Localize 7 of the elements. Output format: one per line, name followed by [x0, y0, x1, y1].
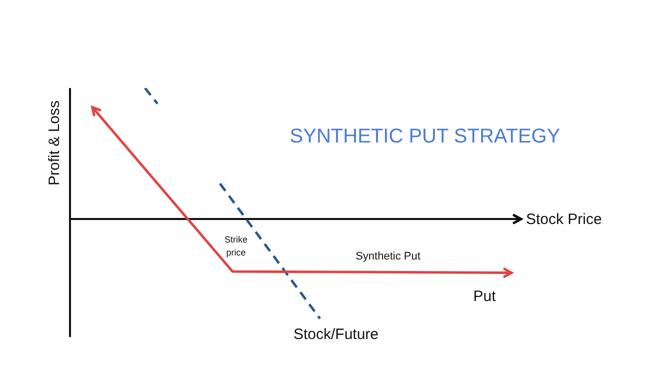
x-axis-title: Stock Price	[526, 211, 602, 228]
series-label: Stock/Future	[293, 326, 379, 343]
series-label: Synthetic Put	[356, 250, 420, 263]
annotation: Strike price	[224, 234, 248, 258]
annotation: Put	[473, 288, 497, 305]
y-axis-title: Profit & Loss	[46, 100, 64, 186]
text: SYNTHETIC PUT STRATEGY	[290, 126, 560, 148]
